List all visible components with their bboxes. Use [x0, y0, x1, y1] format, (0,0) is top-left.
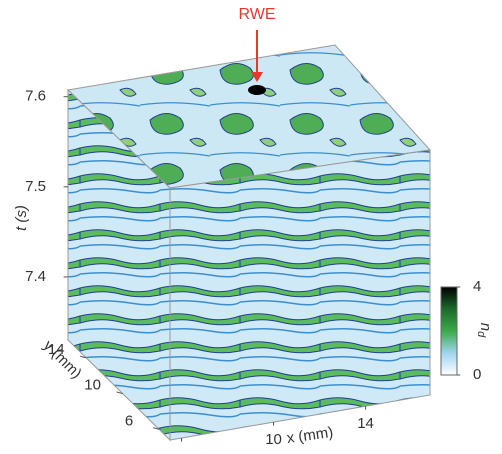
- colorbar-label: nd: [475, 323, 494, 338]
- x-tick-label: 10: [265, 431, 282, 448]
- z-tick-label: 7.5: [25, 178, 46, 195]
- front-face: [170, 150, 430, 440]
- chart: RWE t (s) y (mm) x (mm) nd 61014610147.4…: [0, 0, 502, 449]
- colorbar-label-sub: d: [475, 331, 487, 338]
- colorbar-label-main: n: [477, 323, 494, 331]
- z-tick-label: 7.6: [25, 88, 46, 105]
- x-axis-label: x (mm): [286, 424, 335, 447]
- page: {"chart_data": {"type": "volume", "annot…: [0, 0, 502, 454]
- x-tick-label: 14: [357, 415, 374, 432]
- y-tick-label: 10: [84, 377, 101, 394]
- z-axis-label: t (s): [13, 205, 30, 231]
- z-tick-label: 7.4: [25, 268, 46, 285]
- rwe-spot: [248, 85, 266, 95]
- y-tick-label: 6: [125, 412, 133, 429]
- c-tick-label: 4: [473, 278, 481, 295]
- annotation: RWE: [238, 6, 275, 23]
- y-tick-label: 14: [48, 341, 65, 358]
- c-tick-label: 0: [473, 366, 481, 383]
- colorbar: [441, 287, 457, 375]
